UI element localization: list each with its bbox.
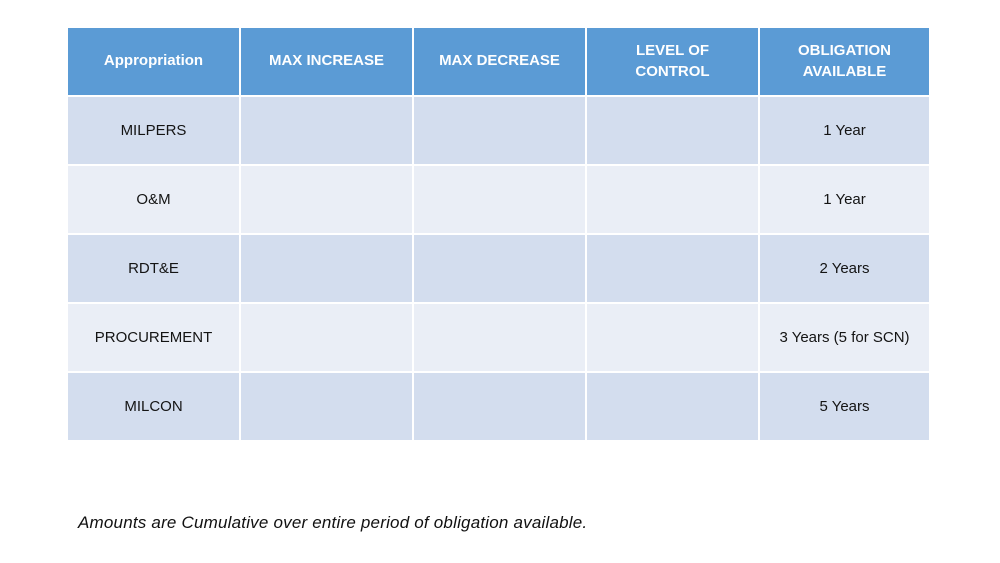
table-row-rdte: RDT&E 2 Years	[68, 235, 929, 302]
cell-max-increase	[241, 235, 412, 302]
cell-appropriation: O&M	[68, 166, 239, 233]
table-row-procurement: PROCUREMENT 3 Years (5 for SCN)	[68, 304, 929, 371]
column-header-max-decrease: MAX DECREASE	[414, 28, 585, 95]
cell-appropriation: MILCON	[68, 373, 239, 440]
cell-max-increase	[241, 97, 412, 164]
cell-level-of-control	[587, 373, 758, 440]
table-header-row: Appropriation MAX INCREASE MAX DECREASE …	[68, 28, 929, 95]
cell-max-decrease	[414, 235, 585, 302]
table-row-om: O&M 1 Year	[68, 166, 929, 233]
cell-obligation-available: 3 Years (5 for SCN)	[760, 304, 929, 371]
cell-appropriation: PROCUREMENT	[68, 304, 239, 371]
cell-appropriation: RDT&E	[68, 235, 239, 302]
column-header-level-of-control: LEVEL OF CONTROL	[587, 28, 758, 95]
cell-obligation-available: 1 Year	[760, 97, 929, 164]
cell-obligation-available: 2 Years	[760, 235, 929, 302]
cell-appropriation: MILPERS	[68, 97, 239, 164]
cell-level-of-control	[587, 166, 758, 233]
footnote-text: Amounts are Cumulative over entire perio…	[78, 513, 588, 532]
cell-level-of-control	[587, 304, 758, 371]
cell-max-decrease	[414, 97, 585, 164]
table-row-milcon: MILCON 5 Years	[68, 373, 929, 440]
cell-max-increase	[241, 304, 412, 371]
column-header-max-increase: MAX INCREASE	[241, 28, 412, 95]
cell-max-decrease	[414, 373, 585, 440]
cell-max-increase	[241, 373, 412, 440]
column-header-appropriation: Appropriation	[68, 28, 239, 95]
cell-level-of-control	[587, 235, 758, 302]
column-header-obligation-available: OBLIGATION AVAILABLE	[760, 28, 929, 95]
cell-level-of-control	[587, 97, 758, 164]
cell-obligation-available: 1 Year	[760, 166, 929, 233]
cell-max-decrease	[414, 166, 585, 233]
cell-obligation-available: 5 Years	[760, 373, 929, 440]
table-row-milpers: MILPERS 1 Year	[68, 97, 929, 164]
cell-max-decrease	[414, 304, 585, 371]
cell-max-increase	[241, 166, 412, 233]
appropriations-table: Appropriation MAX INCREASE MAX DECREASE …	[66, 26, 931, 442]
